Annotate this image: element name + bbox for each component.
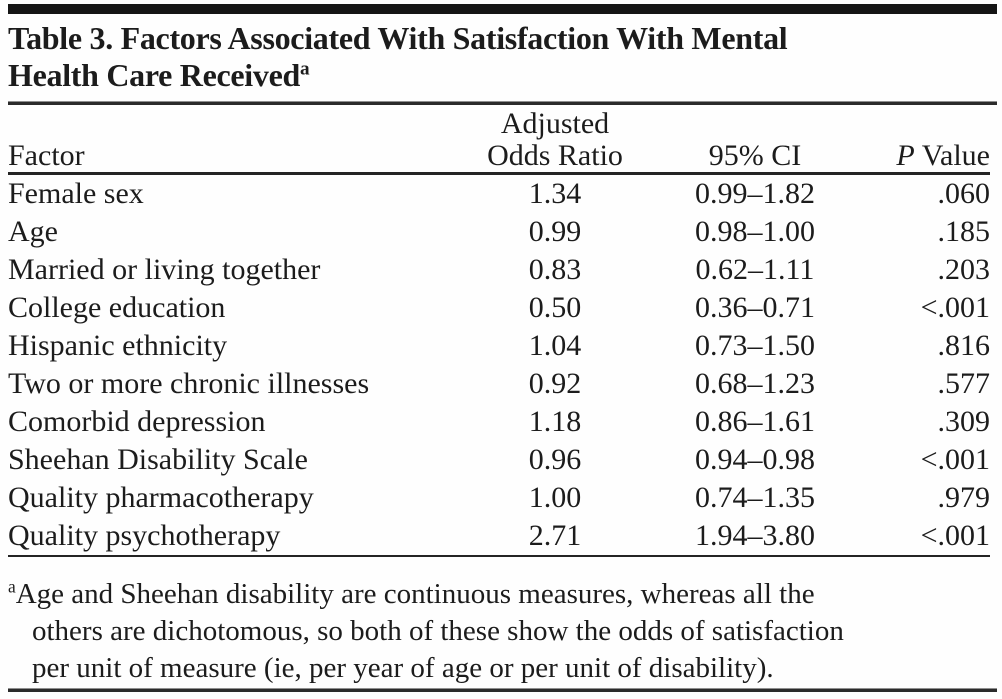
cell-factor: Sheehan Disability Scale xyxy=(8,443,308,476)
factors-table: Factor Adjusted Odds Ratio 95% CI P Value… xyxy=(8,108,990,557)
header-adjusted-odds-ratio: Adjusted Odds Ratio xyxy=(470,107,640,175)
footnote-line-1: aAge and Sheehan disability are continuo… xyxy=(8,576,997,613)
cell-odds-ratio: 1.18 xyxy=(528,405,582,438)
cell-factor: College education xyxy=(8,291,226,324)
cell-odds-ratio: 1.00 xyxy=(528,481,582,514)
table-row: Female sex 1.34 0.99–1.82 .060 xyxy=(8,174,990,214)
cell-factor: Married or living together xyxy=(8,253,321,286)
cell-ci: 0.99–1.82 xyxy=(695,177,815,210)
header-aor-line2: Odds Ratio xyxy=(487,139,623,172)
header-p-value: P Value xyxy=(870,108,990,175)
cell-odds-ratio: 0.99 xyxy=(528,215,582,248)
cell-p-value: <.001 xyxy=(920,291,990,324)
footnote-text-1: Age and Sheehan disability are continuou… xyxy=(15,578,815,610)
cell-ci: 0.94–0.98 xyxy=(695,443,815,476)
header-factor: Factor xyxy=(8,108,470,175)
cell-factor: Female sex xyxy=(8,177,144,210)
cell-factor: Comorbid depression xyxy=(8,405,266,438)
table-title-line1: Table 3. Factors Associated With Satisfa… xyxy=(8,20,788,56)
cell-odds-ratio: 0.50 xyxy=(528,291,582,324)
cell-p-value: .203 xyxy=(937,253,991,286)
cell-p-value: .060 xyxy=(937,177,991,210)
header-p-italic: P xyxy=(896,139,915,172)
header-p-rest: Value xyxy=(921,139,990,172)
cell-factor: Quality pharmacotherapy xyxy=(8,481,314,514)
cell-p-value: .979 xyxy=(937,481,991,514)
cell-factor: Hispanic ethnicity xyxy=(8,329,228,362)
cell-odds-ratio: 1.34 xyxy=(528,177,582,210)
cell-odds-ratio: 2.71 xyxy=(470,517,640,557)
cell-p-value: .309 xyxy=(937,405,991,438)
table-row: Comorbid depression 1.18 0.86–1.61 .309 xyxy=(8,403,990,441)
cell-p-value: <.001 xyxy=(920,443,990,476)
footnote-line-2: others are dichotomous, so both of these… xyxy=(32,615,844,647)
table-title-line2: Health Care Received xyxy=(8,57,300,93)
table-row: Two or more chronic illnesses 0.92 0.68–… xyxy=(8,365,990,403)
cell-ci: 0.73–1.50 xyxy=(695,329,815,362)
footnote-line-3: per unit of measure (ie, per year of age… xyxy=(32,652,774,684)
table-row: Married or living together 0.83 0.62–1.1… xyxy=(8,251,990,289)
cell-p-value: <.001 xyxy=(870,517,990,557)
cell-odds-ratio: 0.96 xyxy=(528,443,582,476)
table-row: Hispanic ethnicity 1.04 0.73–1.50 .816 xyxy=(8,327,990,365)
table-title: Table 3. Factors Associated With Satisfa… xyxy=(8,20,788,94)
cell-factor: Quality psychotherapy xyxy=(8,517,470,557)
title-rule xyxy=(8,101,997,105)
table-row: Quality psychotherapy 2.71 1.94–3.80 <.0… xyxy=(8,517,990,557)
cell-ci: 1.94–3.80 xyxy=(640,517,870,557)
cell-odds-ratio: 0.92 xyxy=(528,367,582,400)
cell-ci: 0.86–1.61 xyxy=(695,405,815,438)
header-aor-line1: Adjusted xyxy=(500,107,610,140)
table-footnote: aAge and Sheehan disability are continuo… xyxy=(8,576,997,687)
top-divider-bar xyxy=(8,4,997,14)
footnote-marker: a xyxy=(8,576,16,597)
header-row: Factor Adjusted Odds Ratio 95% CI P Value xyxy=(8,107,990,175)
table-row: Age 0.99 0.98–1.00 .185 xyxy=(8,213,990,251)
table-row: Sheehan Disability Scale 0.96 0.94–0.98 … xyxy=(8,441,990,479)
cell-odds-ratio: 1.04 xyxy=(528,329,582,362)
table-row: Quality pharmacotherapy 1.00 0.74–1.35 .… xyxy=(8,479,990,517)
cell-odds-ratio: 0.83 xyxy=(528,253,582,286)
cell-factor: Two or more chronic illnesses xyxy=(8,367,370,400)
cell-factor: Age xyxy=(8,215,58,248)
cell-p-value: .185 xyxy=(937,215,991,248)
bottom-rule xyxy=(8,688,997,692)
cell-p-value: .577 xyxy=(937,367,991,400)
header-95-ci: 95% CI xyxy=(640,108,870,175)
cell-ci: 0.62–1.11 xyxy=(695,253,815,286)
cell-ci: 0.74–1.35 xyxy=(695,481,815,514)
table-row: College education 0.50 0.36–0.71 <.001 xyxy=(8,289,990,327)
cell-p-value: .816 xyxy=(937,329,991,362)
cell-ci: 0.98–1.00 xyxy=(695,215,815,248)
cell-ci: 0.68–1.23 xyxy=(695,367,815,400)
table-title-footnote-marker: a xyxy=(300,58,310,80)
cell-ci: 0.36–0.71 xyxy=(695,291,815,324)
